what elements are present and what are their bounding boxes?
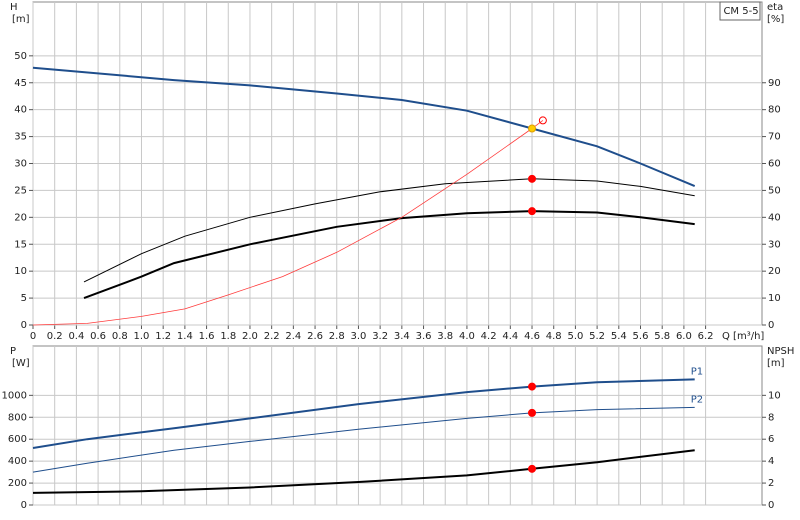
marker [528,174,537,183]
y2-tick-label: 30 [768,239,781,250]
y2-tick-label: 0 [768,500,774,511]
marker [538,116,547,125]
curve [32,378,695,449]
curve [83,210,695,300]
x-tick-label: 1.6 [199,331,215,342]
y-axis-label: [m] [12,14,30,25]
x-tick-label: 5.6 [633,331,649,342]
y2-axis-label: [m] [767,358,785,369]
y2-tick-label: 20 [768,266,781,277]
x-tick-label: 0.6 [90,331,106,342]
x-tick-label: 0.8 [112,331,128,342]
y-tick-label: 25 [14,185,27,196]
y-tick-label: 15 [14,239,27,250]
y-tick-label: 40 [14,105,27,116]
x-axis-label: Q [m³/h] [722,331,764,342]
y2-tick-label: 10 [768,293,781,304]
y-tick-label: 1000 [2,390,27,401]
curve [83,178,695,283]
curve [32,120,544,326]
y-tick-label: 45 [14,78,27,89]
y2-axis-label: NPSH [767,346,794,357]
y-axis-label: P [10,346,16,357]
y-axis-label: [W] [12,358,30,369]
x-tick-label: 2.0 [242,331,258,342]
y2-tick-label: 2 [768,478,774,489]
x-tick-label: 6.2 [698,331,714,342]
x-tick-label: 5.2 [589,331,605,342]
y2-tick-label: 6 [768,434,774,445]
y2-tick-label: 10 [768,390,781,401]
y-tick-label: 30 [14,159,27,170]
chart-title: CM 5-5 [723,6,758,17]
y-tick-label: 20 [14,212,27,223]
x-tick-label: 2.8 [329,331,345,342]
y-tick-label: 200 [8,478,27,489]
x-tick-label: 0.2 [47,331,63,342]
y2-tick-label: 70 [768,132,781,143]
y-tick-label: 0 [21,500,27,511]
x-tick-label: 2.6 [307,331,323,342]
x-tick-label: 4.2 [481,331,497,342]
y-axis-label: H [10,2,18,13]
x-tick-label: 1.2 [155,331,171,342]
series-label: P2 [691,394,703,405]
y-tick-label: 800 [8,412,27,423]
y2-axis-label: eta [767,2,783,13]
y2-tick-label: 40 [768,212,781,223]
x-tick-label: 4.6 [524,331,540,342]
x-tick-label: 1.0 [134,331,150,342]
x-tick-label: 2.2 [264,331,280,342]
curve [32,406,695,473]
x-tick-label: 2.4 [285,331,301,342]
y-tick-label: 0 [21,320,27,331]
curve [32,66,696,188]
y-tick-label: 35 [14,132,27,143]
y-tick-label: 5 [21,293,27,304]
y2-tick-label: 60 [768,159,781,170]
x-tick-label: 4.8 [546,331,562,342]
x-tick-label: 6.0 [676,331,692,342]
x-tick-label: 0.4 [68,331,84,342]
marker [528,464,537,473]
x-tick-label: 3.2 [372,331,388,342]
x-tick-label: 3.0 [350,331,366,342]
y2-axis-label: [%] [767,14,784,25]
y2-tick-label: 8 [768,412,774,423]
marker [528,382,537,391]
x-tick-label: 4.4 [502,331,518,342]
y2-tick-label: 4 [768,456,774,467]
marker [528,207,537,216]
marker [528,408,537,417]
x-tick-label: 0 [30,331,36,342]
curve [32,449,695,494]
x-tick-label: 3.8 [437,331,453,342]
marker [528,124,537,133]
y-tick-label: 600 [8,434,27,445]
x-tick-label: 5.4 [611,331,627,342]
y2-tick-label: 50 [768,185,781,196]
y2-tick-label: 80 [768,105,781,116]
title-box [719,1,761,21]
y-tick-label: 10 [14,266,27,277]
x-tick-label: 5.8 [654,331,670,342]
x-tick-label: 3.4 [394,331,410,342]
x-tick-label: 5.0 [567,331,583,342]
x-tick-label: 4.0 [459,331,475,342]
x-tick-label: 1.4 [177,331,193,342]
series-label: P1 [691,366,703,377]
y2-tick-label: 0 [768,320,774,331]
x-tick-label: 1.8 [220,331,236,342]
y-tick-label: 50 [14,51,27,62]
y2-tick-label: 90 [768,78,781,89]
x-tick-label: 3.6 [416,331,432,342]
y-tick-label: 400 [8,456,27,467]
